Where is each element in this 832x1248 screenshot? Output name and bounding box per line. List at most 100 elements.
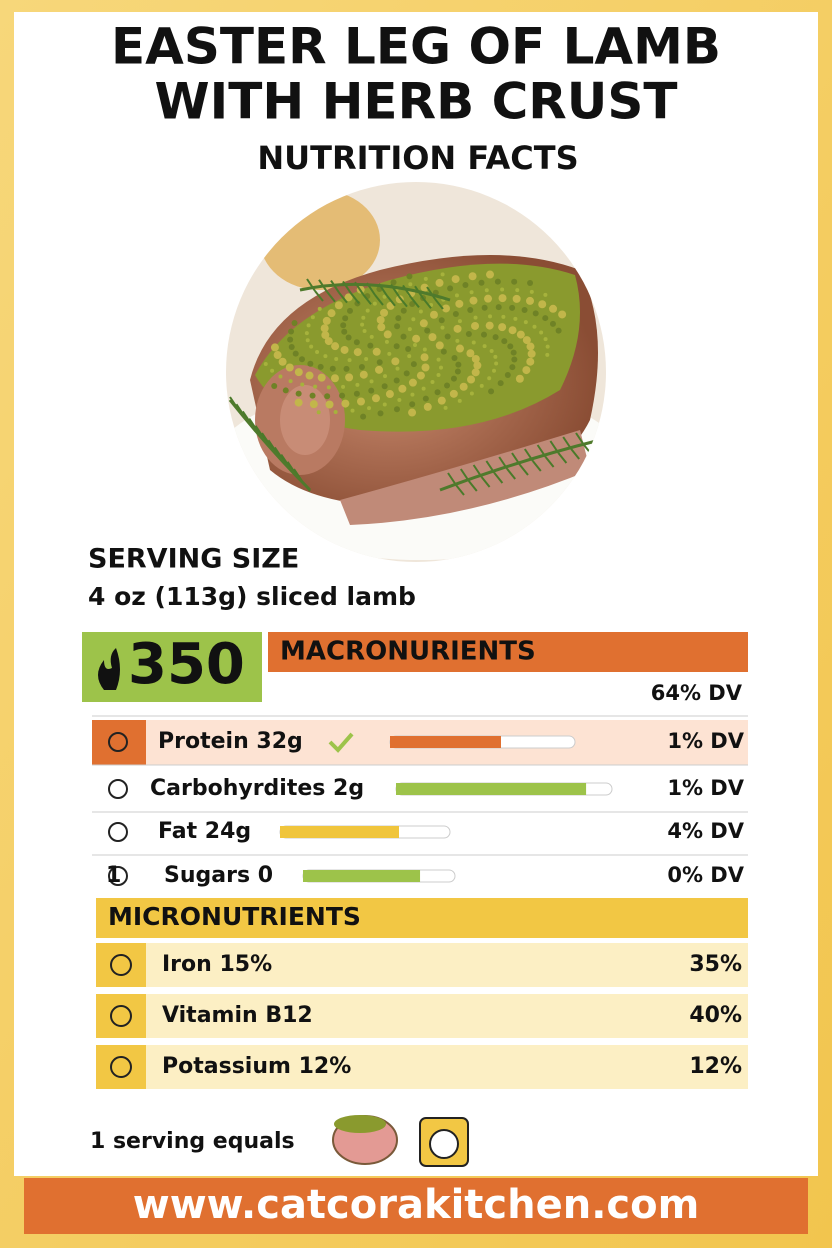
crumb xyxy=(473,361,482,370)
crumb xyxy=(365,308,370,313)
crumb xyxy=(437,396,446,405)
crumb xyxy=(539,330,544,335)
crumb xyxy=(532,310,539,317)
crumb xyxy=(545,352,550,357)
bar-fill xyxy=(390,736,501,748)
flame-icon xyxy=(98,648,120,690)
crumb xyxy=(493,354,498,359)
crumb xyxy=(334,357,339,362)
crumb xyxy=(355,382,360,387)
crumb xyxy=(471,354,480,363)
crumb xyxy=(444,382,451,389)
crumb xyxy=(345,334,352,341)
crumb xyxy=(408,282,413,287)
crumb xyxy=(294,368,303,377)
crumb xyxy=(400,307,407,314)
crumb xyxy=(343,365,350,372)
title: EASTER LEG OF LAMB xyxy=(111,18,721,76)
crumb xyxy=(377,323,386,332)
crumb xyxy=(498,294,507,303)
crumb xyxy=(416,371,425,380)
crumb xyxy=(325,400,334,409)
crumb xyxy=(439,365,444,370)
crumb xyxy=(368,387,375,394)
micro-label: Iron 15% xyxy=(162,952,272,977)
crumb xyxy=(398,384,407,393)
crumb xyxy=(523,320,528,325)
crumb xyxy=(455,299,464,308)
row-icon xyxy=(108,779,128,799)
crumb xyxy=(494,361,499,366)
crumb xyxy=(527,280,534,287)
crumb xyxy=(420,283,429,292)
rosemary-leaf xyxy=(398,295,408,308)
crumb xyxy=(543,292,548,297)
crumb xyxy=(326,385,331,390)
rosemary-leaf xyxy=(434,298,444,310)
crumb xyxy=(429,310,438,319)
crumb xyxy=(353,339,360,346)
crumb xyxy=(317,306,322,311)
crumb xyxy=(376,315,385,324)
rosemary-leaf xyxy=(468,480,478,492)
rosemary-leaf xyxy=(374,294,384,306)
crumb xyxy=(486,270,495,279)
crumb xyxy=(542,315,549,322)
crumb xyxy=(436,357,441,362)
crumb xyxy=(384,339,389,344)
crumb xyxy=(300,382,305,387)
crumb xyxy=(526,342,535,351)
crumb xyxy=(341,384,346,389)
crumb xyxy=(291,319,298,326)
crumb xyxy=(471,340,476,345)
crumb xyxy=(345,373,354,382)
crumb xyxy=(410,392,415,397)
crumb xyxy=(435,341,444,350)
rosemary-leaf xyxy=(362,293,372,305)
rosemary-leaf xyxy=(280,454,291,468)
crumb xyxy=(549,304,558,313)
crumb xyxy=(532,324,537,329)
crumb xyxy=(454,368,461,375)
crumb xyxy=(457,398,462,403)
crumb xyxy=(421,386,426,391)
crumb xyxy=(423,402,432,411)
row-icon xyxy=(108,732,128,752)
crumb xyxy=(400,333,407,340)
crumb xyxy=(361,315,366,320)
micro-label: Vitamin B12 xyxy=(162,1003,313,1028)
crumb xyxy=(323,354,328,359)
crumb xyxy=(511,278,518,285)
crumb xyxy=(509,304,516,311)
crumb xyxy=(271,383,278,390)
crumb xyxy=(278,374,283,379)
crumb xyxy=(282,387,289,394)
crumb xyxy=(543,337,548,342)
crumb xyxy=(364,357,369,362)
crumb xyxy=(372,347,381,356)
crumb xyxy=(309,400,318,409)
rosemary-leaf xyxy=(273,446,284,460)
rosemary-leaf xyxy=(330,280,340,294)
icon-box xyxy=(96,994,146,1038)
crumb xyxy=(447,285,454,292)
rosemary-leaf xyxy=(570,448,580,460)
crumb xyxy=(504,372,511,379)
crumb xyxy=(367,342,374,349)
crumb xyxy=(315,349,320,354)
rosemary-leaf xyxy=(455,484,465,496)
macro-label: Fat 24g xyxy=(158,819,251,844)
crumb xyxy=(360,413,367,420)
crumb xyxy=(371,394,380,403)
crumb xyxy=(473,315,478,320)
rosemary-leaf xyxy=(326,291,336,303)
crumb xyxy=(455,338,460,343)
crumb xyxy=(422,395,429,402)
crumb xyxy=(513,316,518,321)
rosemary-leaf xyxy=(338,291,348,304)
crumb xyxy=(397,398,402,403)
crumb xyxy=(320,324,329,333)
crumb xyxy=(538,300,547,309)
crumb xyxy=(405,345,412,352)
crumb xyxy=(411,317,416,322)
